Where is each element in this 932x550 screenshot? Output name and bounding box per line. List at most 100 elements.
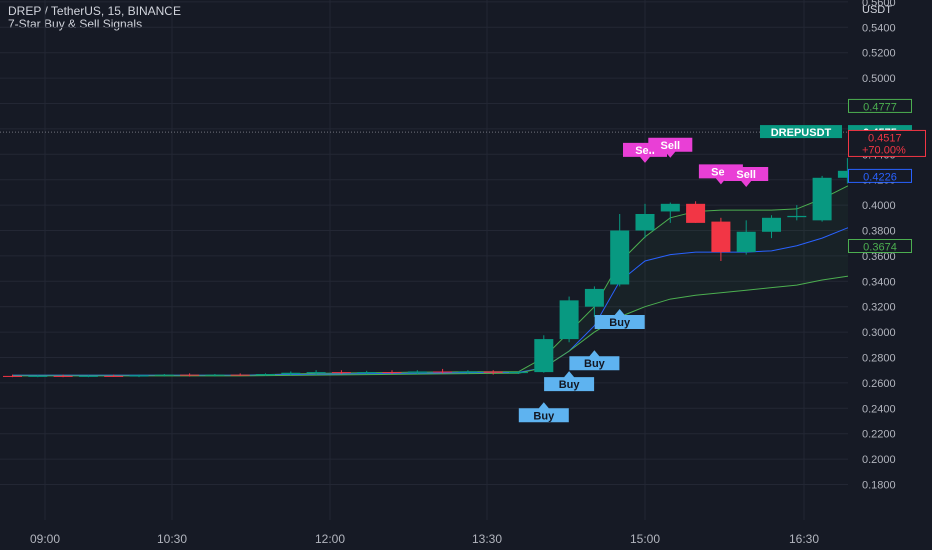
line-value-box — [848, 98, 912, 113]
buy-label-text: Buy — [609, 317, 631, 329]
candle — [584, 286, 604, 317]
close-tag-price: 0.4517 — [868, 132, 902, 144]
candle — [256, 373, 275, 376]
candle — [281, 371, 301, 376]
candle-body — [357, 372, 377, 374]
axis-bg — [848, 0, 932, 550]
y-tick-label: 0.3000 — [862, 327, 896, 339]
buy-label-box — [569, 350, 620, 371]
line-value-box — [848, 168, 912, 183]
candle-body — [180, 374, 200, 376]
buy-signal: Buy — [594, 308, 645, 329]
y-tick-label: 0.2600 — [862, 378, 896, 390]
buy-label-box — [544, 371, 595, 392]
candle-body — [584, 288, 604, 307]
candle — [762, 215, 781, 239]
y-tick-label: 0.3200 — [862, 302, 896, 314]
candle-body — [281, 372, 301, 375]
candle — [433, 368, 453, 374]
sell-signal: Sell — [648, 137, 693, 158]
symbol-tag-box — [760, 125, 842, 139]
candle-body — [306, 372, 326, 374]
candle-body — [205, 374, 225, 376]
candle — [205, 374, 225, 377]
x-tick-label: 10:30 — [157, 532, 187, 546]
candle-body — [812, 177, 832, 221]
line-value-label: 0.4226 — [848, 168, 912, 183]
candle — [635, 203, 655, 239]
y-tick-label: 0.2200 — [862, 429, 896, 441]
buy-label-box — [518, 402, 569, 423]
line-value-label: 0.4777 — [848, 98, 912, 113]
line-value-text: 0.3674 — [863, 242, 897, 254]
candle-body — [559, 300, 579, 340]
candle — [736, 220, 756, 255]
line-value-text: 0.4226 — [863, 171, 897, 183]
candle-body — [635, 213, 655, 231]
candle-body — [711, 221, 731, 253]
candle-body — [458, 371, 478, 373]
sell-label-box — [724, 166, 769, 187]
y-tick-label: 0.5600 — [862, 0, 896, 9]
sell-signal: Sell — [724, 166, 769, 187]
candle — [787, 205, 807, 221]
candle-body — [509, 372, 528, 374]
buy-label-text: Buy — [533, 410, 555, 422]
y-tick-label: 0.3800 — [862, 226, 896, 238]
candle-body — [331, 372, 351, 374]
buy-label-box — [594, 308, 645, 329]
y-tick-label: 0.5200 — [862, 48, 896, 60]
symbol-tag-text: DREPUSDT — [771, 127, 832, 139]
candle-body — [686, 203, 706, 223]
cloud-fill — [12, 123, 932, 376]
candle-body — [407, 371, 427, 373]
candle-body — [433, 371, 453, 373]
candle — [180, 373, 200, 377]
candle — [458, 370, 478, 375]
candle — [154, 374, 174, 377]
candle — [812, 175, 832, 222]
candle — [306, 370, 326, 375]
candle-body — [129, 375, 149, 377]
candle-body — [837, 170, 857, 178]
grid — [0, 0, 848, 520]
candle-body — [3, 375, 22, 377]
x-tick-label: 16:30 — [789, 532, 819, 546]
candle — [407, 370, 427, 375]
candle-body — [104, 375, 124, 377]
candle — [610, 213, 630, 287]
price-axis: USDT0.56000.54000.52000.50000.48000.4600… — [848, 0, 932, 550]
y-tick-label: 0.2400 — [862, 403, 896, 415]
x-tick-label: 12:00 — [315, 532, 345, 546]
x-tick-label: 13:30 — [472, 532, 502, 546]
line-value-box — [848, 239, 912, 254]
candle — [509, 371, 528, 375]
candle-body — [78, 375, 98, 377]
sell-label-text: Sell — [661, 140, 681, 152]
candle — [104, 374, 124, 377]
candle — [382, 370, 402, 375]
buy-signal: Buy — [544, 371, 595, 392]
axis-currency-label: USDT — [862, 4, 892, 16]
y-tick-label: 0.5000 — [862, 73, 896, 85]
candle-body — [762, 217, 781, 232]
candle — [660, 202, 680, 223]
candle-body — [382, 372, 402, 374]
buy-signal: Buy — [569, 350, 620, 371]
close-tag-box — [848, 129, 926, 157]
close-price-tag: 0.4517+70.00% — [848, 129, 926, 157]
candle-body — [736, 231, 756, 253]
candle — [3, 374, 22, 378]
candle — [28, 375, 48, 378]
candle-body — [230, 374, 250, 376]
candle — [357, 370, 377, 375]
close-tag-change: +70.00% — [862, 144, 906, 156]
candle — [230, 373, 250, 376]
candle-body — [534, 339, 554, 373]
sell-label-text: Sell — [736, 169, 756, 181]
line-value-label: 0.3674 — [848, 239, 912, 254]
x-tick-label: 15:00 — [630, 532, 660, 546]
buy-signal: Buy — [518, 402, 569, 423]
time-axis: 09:00 10:30 12:00 13:30 15:00 16:30 — [30, 532, 819, 546]
